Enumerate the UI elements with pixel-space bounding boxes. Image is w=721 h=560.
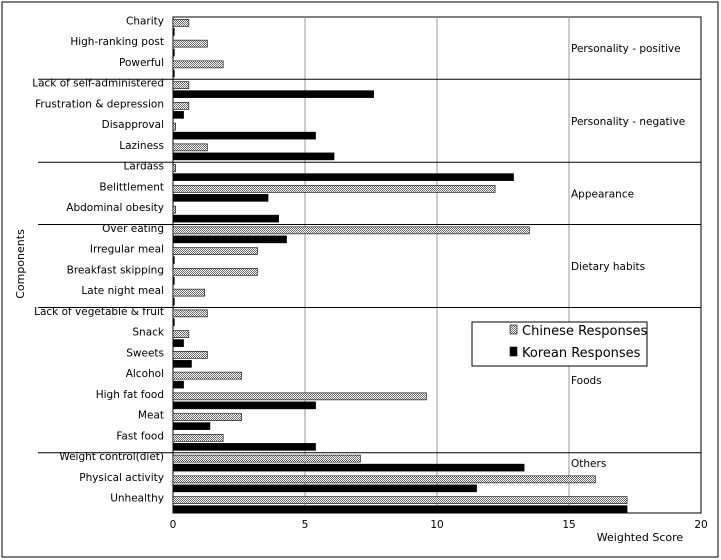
x-tick-label: 10 (430, 519, 443, 531)
group-label: Personality - negative (571, 116, 685, 128)
group-labels: Personality - positive Personality - nega… (571, 43, 685, 470)
category-label: High fat food (96, 389, 164, 401)
bar-korean (172, 256, 175, 264)
bar-korean (172, 69, 175, 78)
bar-korean (172, 131, 316, 140)
category-label: Lack of self-administered (32, 78, 164, 90)
bar-chinese (172, 475, 596, 484)
bar-chinese (172, 496, 628, 504)
legend-label-korean: Korean Responses (522, 346, 641, 361)
group-label: Others (571, 458, 606, 470)
bar-korean (172, 173, 514, 181)
category-label: Belittlement (99, 181, 164, 193)
bar-korean (172, 339, 184, 347)
category-label: Late night meal (81, 285, 164, 297)
bar-chinese (172, 102, 190, 110)
category-label: Breakfast skipping (67, 264, 164, 276)
x-tick-label: 20 (694, 519, 707, 531)
bar-chinese (172, 81, 190, 89)
bar-chinese (172, 205, 176, 214)
category-label: Meat (138, 410, 164, 422)
bar-chinese (172, 19, 190, 27)
bar-chinese (172, 185, 496, 193)
group-label: Dietary habits (571, 261, 645, 273)
category-label: Snack (132, 327, 165, 339)
category-labels: Charity High-ranking post Powerful Lack of … (32, 15, 165, 504)
x-tick-label: 15 (562, 519, 575, 531)
bar-korean (172, 505, 628, 513)
bar-korean (172, 111, 184, 119)
bar-korean (172, 422, 211, 430)
bar-korean (172, 401, 316, 410)
category-label: Charity (126, 15, 164, 27)
bar-chinese (172, 143, 208, 152)
bar-chinese (172, 288, 205, 297)
category-label: Fast food (116, 430, 164, 442)
bar-korean (172, 484, 477, 493)
bar-chinese (172, 330, 190, 338)
category-label: Laziness (119, 140, 164, 152)
bar-chinese (172, 226, 530, 235)
bar-chinese (172, 164, 176, 172)
bar-korean (172, 443, 316, 451)
category-label: Irregular meal (90, 244, 164, 256)
category-label: Sweets (126, 347, 164, 359)
gridlines (304, 17, 570, 513)
legend-swatch-chinese (509, 324, 518, 335)
bar-chinese (172, 454, 361, 463)
bar-korean (172, 463, 525, 472)
category-label: Frustration & depression (35, 98, 164, 110)
category-label: Unhealthy (110, 493, 164, 505)
category-label: High-ranking post (70, 36, 164, 48)
bar-korean (172, 235, 287, 244)
bar-chinese (172, 122, 176, 131)
bar-chinese (172, 371, 242, 380)
bar-korean (172, 380, 184, 389)
category-label: Alcohol (126, 368, 164, 380)
category-label: Disapproval (102, 119, 164, 131)
group-label: Foods (571, 375, 602, 387)
bar-korean (172, 214, 279, 223)
x-ticks: 0 5 10 15 20 (170, 519, 708, 531)
group-label: Appearance (571, 188, 634, 200)
legend-swatch-korean (509, 346, 518, 357)
category-label: Powerful (119, 57, 164, 69)
legend: Chinese Responses Korean Responses (471, 321, 648, 367)
bar-chinese (172, 392, 427, 401)
group-label: Personality - positive (571, 43, 681, 55)
bar-chinese (172, 309, 208, 318)
bar-korean (172, 318, 175, 327)
bar-chinese (172, 434, 224, 442)
bar-chinese (172, 247, 258, 255)
bar-chinese (172, 60, 224, 69)
category-label: Weight control(diet) (59, 451, 164, 463)
bar-chinese (172, 413, 242, 421)
bar-korean (172, 297, 175, 306)
bar-chinese (172, 351, 208, 359)
legend-label-chinese: Chinese Responses (522, 324, 648, 339)
category-label: Abdominal obesity (66, 202, 164, 214)
x-axis-title: Weighted Score (597, 531, 684, 544)
y-axis-title: Components (14, 229, 27, 299)
bar-korean (172, 48, 175, 57)
bars (172, 19, 628, 513)
bar-korean (172, 277, 175, 285)
bar-korean (172, 28, 175, 36)
bar-korean (172, 90, 374, 98)
bar-chinese (172, 39, 208, 48)
legend-box (471, 321, 648, 367)
x-tick-label: 0 (170, 519, 177, 531)
group-separators (38, 78, 701, 454)
category-label: Lardass (124, 161, 164, 173)
x-tick-label: 5 (302, 519, 309, 531)
category-label: Lack of vegetable & fruit (34, 306, 164, 318)
category-label: Over eating (102, 223, 164, 235)
bar-chinese (172, 268, 258, 276)
bar-korean (172, 194, 269, 202)
bar-korean (172, 360, 192, 368)
category-label: Physical activity (79, 472, 164, 484)
bar-korean (172, 152, 335, 161)
